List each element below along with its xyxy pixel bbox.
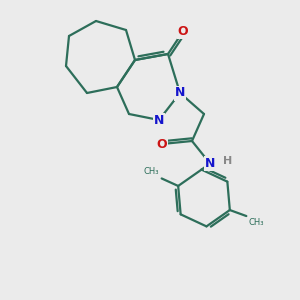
Text: H: H [223, 155, 232, 166]
Text: N: N [205, 157, 215, 170]
Text: O: O [178, 25, 188, 38]
Text: CH₃: CH₃ [249, 218, 264, 227]
Text: N: N [154, 113, 164, 127]
Text: CH₃: CH₃ [144, 167, 159, 176]
Text: O: O [157, 137, 167, 151]
Text: N: N [175, 86, 185, 100]
